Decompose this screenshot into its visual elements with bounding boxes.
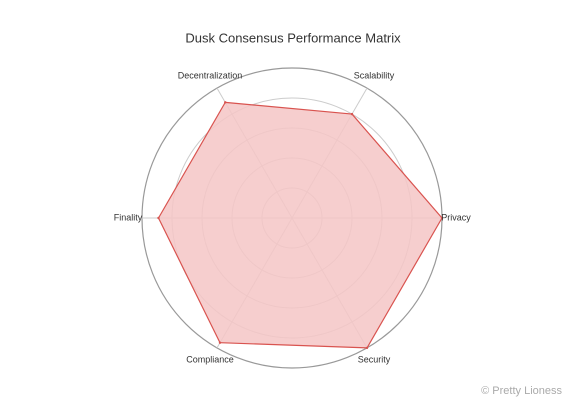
radar-edge [157, 217, 221, 343]
radar-point [157, 216, 160, 220]
radar-point [365, 346, 369, 350]
radar-edge [157, 102, 226, 219]
axis-label: Privacy [441, 212, 471, 222]
radar-point [440, 216, 444, 220]
radar-edge [219, 342, 368, 349]
axis-label: Scalability [354, 70, 395, 80]
axis-label: Decentralization [178, 70, 243, 80]
radar-point [224, 101, 227, 104]
radar-edge [351, 113, 443, 219]
chart-title: Dusk Consensus Performance Matrix [185, 30, 401, 45]
radar-edge [366, 217, 443, 349]
axis-label: Security [358, 354, 391, 364]
axis-label: Finality [114, 212, 143, 222]
radar-point [350, 112, 354, 116]
axis-label: Compliance [186, 354, 234, 364]
radar-edge [225, 101, 353, 115]
radar-point [218, 341, 222, 344]
watermark: © Pretty Lioness [481, 385, 562, 397]
area [158, 102, 442, 348]
